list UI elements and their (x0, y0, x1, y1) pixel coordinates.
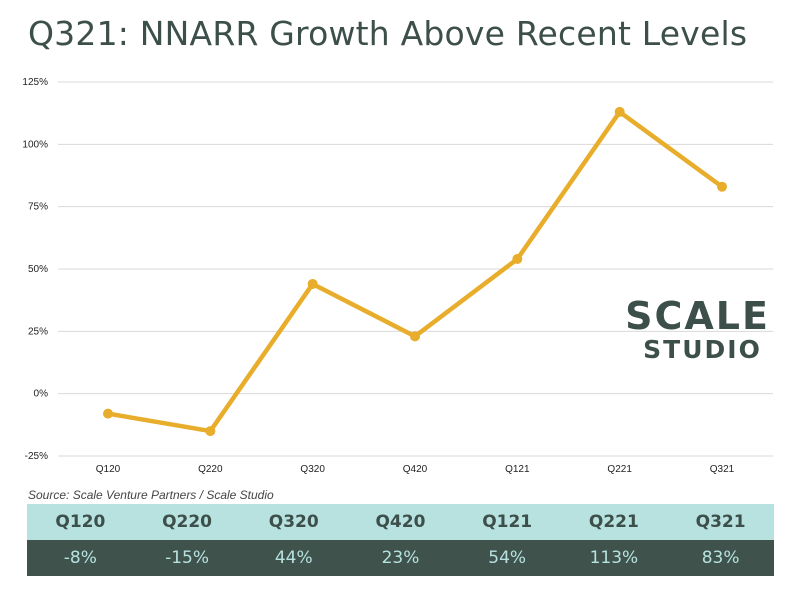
table-header-row: Q120 Q220 Q320 Q420 Q121 Q221 Q321 (27, 504, 774, 540)
data-table: Q120 Q220 Q320 Q420 Q121 Q221 Q321 -8% -15% 44% 2… (27, 504, 774, 576)
table-value-cell: 113% (560, 540, 668, 576)
data-point (307, 278, 318, 289)
table-value-cell: 54% (453, 540, 561, 576)
table-value-row: -8% -15% 44% 23% 54% 113% 83% (27, 540, 774, 576)
series-line (105, 109, 725, 434)
data-point (205, 426, 216, 437)
logo-line-1: SCALE (625, 294, 770, 338)
source-note: Source: Scale Venture Partners / Scale S… (28, 488, 274, 502)
table-value-cell: 44% (240, 540, 348, 576)
x-axis-ticks: Q120 Q220 Q320 Q420 Q121 Q221 Q321 (96, 464, 735, 475)
y-tick-label: 125% (22, 77, 48, 88)
table-header-cell: Q221 (560, 504, 668, 540)
y-tick-label: 0% (34, 389, 49, 400)
x-tick-label: Q221 (607, 464, 632, 475)
data-point (410, 331, 420, 342)
growth-series (103, 106, 727, 437)
scale-studio-logo: SCALE STUDIO (600, 296, 795, 364)
table-value-cell: -15% (133, 540, 241, 576)
y-tick-label: 75% (28, 202, 48, 213)
table-header-cell: Q320 (240, 504, 348, 540)
y-tick-label: 25% (28, 326, 48, 337)
table-header-cell: Q321 (667, 504, 774, 540)
table-header-cell: Q120 (27, 504, 134, 540)
x-tick-label: Q121 (505, 464, 530, 475)
logo-line-2: STUDIO (643, 335, 762, 364)
table-header-cell: Q121 (453, 504, 561, 540)
y-axis-ticks: 125% 100% 75% 50% 25% 0% -25% (22, 77, 48, 462)
x-tick-label: Q120 (96, 464, 121, 475)
data-point (614, 106, 625, 117)
data-point (717, 181, 727, 192)
x-tick-label: Q220 (198, 464, 223, 475)
y-tick-label: 100% (22, 139, 48, 150)
data-point (103, 408, 113, 419)
table-value-cell: 23% (347, 540, 454, 576)
x-tick-label: Q320 (300, 464, 325, 475)
y-tick-label: -25% (25, 451, 48, 462)
page-title: Q321: NNARR Growth Above Recent Levels (28, 14, 748, 53)
table-header-cell: Q420 (347, 504, 454, 540)
data-point (512, 254, 523, 265)
table-header-cell: Q220 (133, 504, 241, 540)
x-tick-label: Q420 (403, 464, 428, 475)
y-tick-label: 50% (28, 264, 48, 275)
table-value-cell: 83% (667, 540, 774, 576)
table-value-cell: -8% (27, 540, 134, 576)
x-tick-label: Q321 (710, 464, 735, 475)
grid-lines (58, 81, 773, 457)
